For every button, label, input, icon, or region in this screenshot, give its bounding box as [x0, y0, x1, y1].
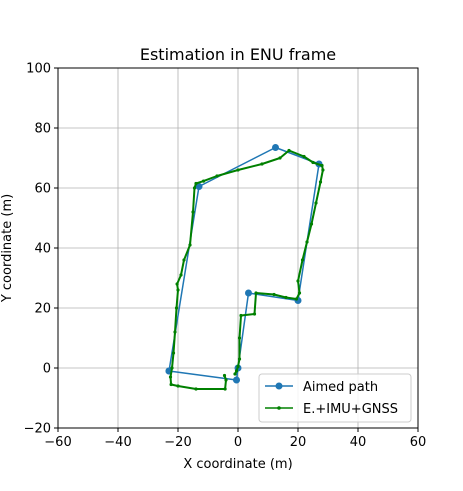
data-point-e-imu-gnss [311, 160, 315, 165]
data-point-e-imu-gnss [309, 222, 314, 226]
data-point-aimed-path [245, 289, 252, 297]
data-point-e-imu-gnss [188, 243, 192, 247]
x-tick-label: 40 [350, 435, 367, 450]
data-point-e-imu-gnss [272, 292, 276, 297]
y-axis-ticks: −20 0 20 40 60 80 100 [24, 62, 58, 437]
data-point-e-imu-gnss [233, 372, 237, 376]
y-tick-label: 0 [43, 362, 51, 377]
data-point-e-imu-gnss [287, 148, 291, 153]
x-tick-label: −20 [164, 435, 191, 450]
y-tick-label: 20 [34, 302, 51, 317]
data-point-e-imu-gnss [182, 258, 186, 262]
y-tick-label: −20 [24, 422, 51, 437]
data-point-e-imu-gnss [320, 163, 324, 168]
x-tick-label: −60 [44, 435, 71, 450]
y-tick-label: 100 [26, 62, 51, 77]
x-tick-label: 0 [234, 435, 242, 450]
data-point-e-imu-gnss [254, 291, 258, 295]
data-point-e-imu-gnss [176, 288, 180, 292]
data-point-aimed-path [272, 144, 279, 151]
data-point-e-imu-gnss [215, 174, 219, 178]
legend-box [258, 373, 412, 423]
data-point-e-imu-gnss [236, 364, 240, 369]
data-point-e-imu-gnss [296, 279, 300, 283]
data-point-e-imu-gnss [223, 387, 227, 391]
data-point-e-imu-gnss [173, 330, 177, 334]
data-point-e-imu-gnss [239, 313, 243, 318]
data-point-e-imu-gnss [194, 387, 198, 391]
data-point-e-imu-gnss [222, 373, 227, 378]
y-axis-label: Y coordinate (m) [0, 194, 15, 303]
data-point-e-imu-gnss [234, 369, 239, 373]
data-point-e-imu-gnss [252, 312, 257, 316]
x-tick-label: 20 [290, 435, 307, 450]
data-point-e-imu-gnss [321, 168, 325, 172]
data-point-aimed-path [195, 183, 203, 190]
y-tick-label: 60 [34, 182, 51, 197]
data-point-e-imu-gnss [314, 201, 318, 205]
x-tick-label: 60 [410, 435, 427, 450]
data-point-e-imu-gnss [191, 210, 195, 214]
data-point-e-imu-gnss [302, 154, 306, 159]
data-point-e-imu-gnss [192, 186, 197, 190]
legend: Aimed path E.+IMU+GNSS [258, 373, 412, 423]
data-point-e-imu-gnss [168, 375, 173, 379]
data-point-e-imu-gnss [318, 180, 323, 184]
legend-label-aimed-path: Aimed path [303, 380, 378, 395]
data-point-e-imu-gnss [176, 384, 180, 388]
data-point-e-imu-gnss [300, 258, 305, 262]
series-layer [165, 144, 325, 391]
data-point-e-imu-gnss [297, 291, 302, 295]
data-point-e-imu-gnss [237, 357, 242, 361]
chart-title: Estimation in ENU frame [140, 45, 336, 64]
plot-area [57, 67, 419, 429]
data-point-e-imu-gnss [278, 156, 282, 160]
data-point-e-imu-gnss [174, 306, 179, 310]
data-point-e-imu-gnss [260, 162, 264, 166]
data-point-e-imu-gnss [170, 366, 174, 370]
x-axis-label: X coordinate (m) [183, 457, 292, 472]
data-point-e-imu-gnss [294, 297, 299, 301]
data-point-e-imu-gnss [237, 336, 242, 340]
data-point-e-imu-gnss [284, 295, 288, 300]
legend-label-eimu-gnss: E.+IMU+GNSS [303, 402, 398, 417]
data-point-e-imu-gnss [201, 179, 206, 183]
data-point-e-imu-gnss [305, 240, 309, 244]
data-point-e-imu-gnss [175, 282, 179, 286]
data-point-e-imu-gnss [179, 273, 183, 277]
data-point-e-imu-gnss [194, 181, 198, 186]
data-point-e-imu-gnss [224, 378, 228, 382]
data-point-e-imu-gnss [169, 382, 173, 387]
y-tick-label: 40 [34, 242, 51, 257]
data-point-e-imu-gnss [236, 168, 240, 172]
y-tick-label: 80 [34, 122, 51, 137]
legend-swatch-aimed-path-marker [275, 382, 283, 390]
x-axis-ticks: −60 −40 −20 0 20 40 60 [44, 428, 426, 450]
data-point-e-imu-gnss [171, 351, 176, 355]
data-point-aimed-path [233, 376, 240, 384]
x-tick-label: −40 [104, 435, 131, 450]
legend-swatch-eimu-gnss-marker [277, 406, 281, 410]
